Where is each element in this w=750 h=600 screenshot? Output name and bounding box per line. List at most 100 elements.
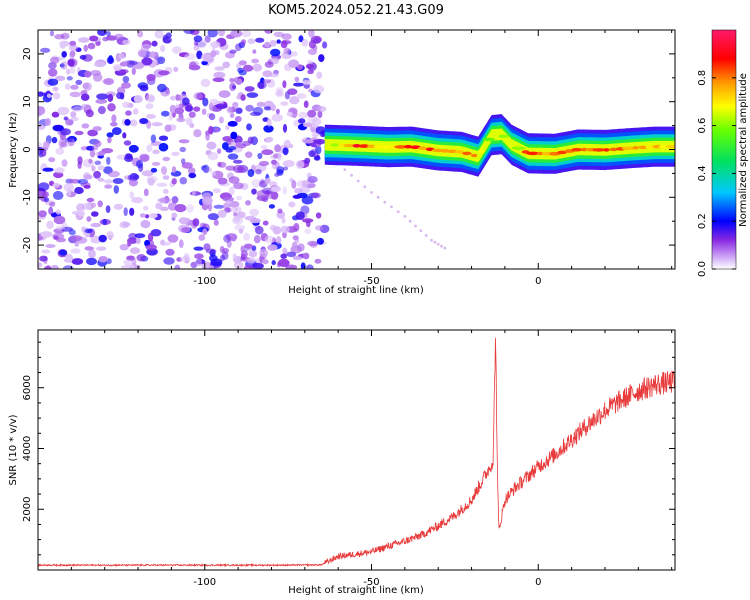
noise-blob [228, 176, 240, 184]
noise-blob [247, 136, 254, 144]
noise-blob [80, 93, 90, 102]
noise-blob [52, 190, 64, 200]
noise-blob [282, 80, 287, 89]
faint-diagonal-point [370, 191, 373, 194]
noise-blob [280, 101, 289, 106]
noise-blob [114, 33, 124, 39]
noise-blob [69, 91, 82, 98]
noise-blob [213, 71, 226, 79]
noise-blob [254, 225, 264, 235]
noise-blob [172, 46, 182, 54]
x-tick-label: -50 [363, 577, 379, 588]
noise-blob [264, 41, 271, 48]
noise-blob [54, 167, 65, 174]
signal-hotspot [338, 143, 346, 148]
noise-blob [139, 118, 149, 124]
noise-blob [206, 141, 217, 150]
noise-blob [298, 111, 309, 119]
noise-blob [150, 167, 158, 173]
noise-blob [68, 44, 78, 51]
faint-diagonal-point [436, 242, 440, 246]
noise-blob [210, 41, 221, 49]
noise-blob [139, 154, 150, 162]
noise-blob [50, 56, 60, 64]
noise-blob [38, 91, 44, 97]
noise-blob [270, 191, 279, 200]
noise-blob [301, 180, 309, 188]
noise-blob [107, 136, 112, 144]
noise-blob [59, 249, 67, 256]
noise-blob [299, 186, 311, 194]
noise-blob [43, 140, 50, 149]
noise-blob [315, 225, 323, 231]
noise-blob [171, 212, 178, 219]
noise-blob [146, 175, 158, 184]
noise-blob [159, 197, 172, 204]
noise-blob [48, 68, 58, 77]
noise-blob [322, 41, 328, 49]
colorbar-tick-label: 0.6 [697, 118, 708, 134]
noise-blob [141, 170, 154, 177]
noise-blob [236, 196, 242, 201]
noise-blob [160, 44, 166, 53]
noise-blob [274, 144, 281, 153]
noise-blob [158, 142, 169, 152]
noise-blob [90, 222, 102, 228]
noise-blob [205, 132, 210, 141]
noise-blob [159, 206, 169, 211]
noise-blob [241, 30, 252, 38]
noise-blob [41, 249, 51, 254]
noise-blob [179, 146, 187, 153]
faint-diagonal-point [414, 224, 417, 228]
noise-blob [246, 123, 252, 131]
noise-blob [246, 257, 256, 264]
noise-blob [215, 103, 228, 109]
noise-blob [113, 185, 120, 194]
noise-blob [269, 181, 278, 187]
noise-blob [178, 217, 189, 225]
noise-blob [262, 220, 269, 226]
noise-blob [181, 227, 190, 233]
noise-blob [145, 244, 157, 251]
signal-hotspot [330, 143, 339, 147]
signal-hotspot [511, 146, 526, 150]
noise-blob [292, 194, 302, 199]
noise-blob [184, 253, 190, 261]
noise-blob [211, 171, 217, 177]
noise-blob [77, 156, 83, 165]
noise-blob [276, 166, 285, 174]
noise-blob [185, 117, 193, 126]
noise-blob [171, 196, 179, 204]
noise-blob [232, 164, 244, 174]
noise-blob [38, 142, 43, 147]
noise-blob [194, 253, 204, 259]
noise-blob [137, 49, 147, 58]
noise-blob [124, 154, 134, 162]
noise-blob [112, 178, 124, 184]
noise-blob [83, 44, 88, 52]
noise-blob [81, 226, 86, 233]
noise-blob [80, 104, 92, 111]
noise-blob [273, 31, 285, 38]
noise-blob [67, 187, 72, 197]
noise-blob [249, 208, 260, 217]
noise-blob [46, 220, 54, 229]
noise-blob [208, 125, 214, 135]
noise-blob [129, 247, 141, 255]
noise-blob [313, 155, 321, 161]
noise-blob [45, 244, 56, 248]
noise-blob [64, 137, 73, 143]
noise-blob [54, 75, 66, 82]
noise-blob [93, 61, 105, 68]
signal-band [324, 125, 675, 166]
colorbar-tick-label: 0.8 [697, 70, 708, 86]
noise-blob [228, 186, 235, 196]
noise-blob [64, 83, 71, 90]
snr-ylabel: SNR (10 * v/v) [8, 414, 19, 485]
noise-blob [238, 70, 247, 76]
noise-blob [48, 157, 56, 163]
noise-blob [294, 76, 300, 83]
noise-blob [139, 84, 149, 92]
noise-blob [129, 60, 138, 66]
noise-blob [230, 30, 243, 38]
